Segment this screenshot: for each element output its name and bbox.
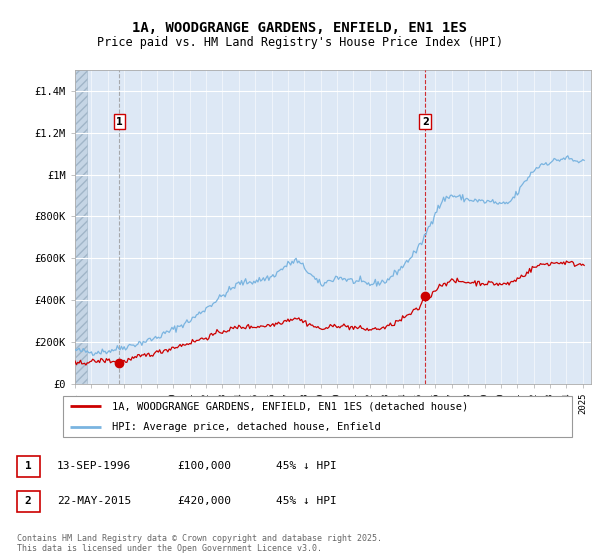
- Text: 13-SEP-1996: 13-SEP-1996: [57, 461, 131, 471]
- Text: 1A, WOODGRANGE GARDENS, ENFIELD, EN1 1ES: 1A, WOODGRANGE GARDENS, ENFIELD, EN1 1ES: [133, 21, 467, 35]
- Text: 22-MAY-2015: 22-MAY-2015: [57, 496, 131, 506]
- Text: 1: 1: [25, 461, 32, 471]
- Text: HPI: Average price, detached house, Enfield: HPI: Average price, detached house, Enfi…: [112, 422, 380, 432]
- Bar: [75, 70, 87, 384]
- Text: 45% ↓ HPI: 45% ↓ HPI: [276, 461, 337, 471]
- Text: 2: 2: [422, 116, 428, 127]
- Text: 1: 1: [116, 116, 123, 127]
- Text: 2: 2: [25, 496, 32, 506]
- Text: £100,000: £100,000: [177, 461, 231, 471]
- Text: 45% ↓ HPI: 45% ↓ HPI: [276, 496, 337, 506]
- Text: £420,000: £420,000: [177, 496, 231, 506]
- FancyBboxPatch shape: [62, 396, 572, 437]
- Text: Price paid vs. HM Land Registry's House Price Index (HPI): Price paid vs. HM Land Registry's House …: [97, 36, 503, 49]
- Text: 1A, WOODGRANGE GARDENS, ENFIELD, EN1 1ES (detached house): 1A, WOODGRANGE GARDENS, ENFIELD, EN1 1ES…: [112, 401, 468, 411]
- Text: Contains HM Land Registry data © Crown copyright and database right 2025.
This d: Contains HM Land Registry data © Crown c…: [17, 534, 382, 553]
